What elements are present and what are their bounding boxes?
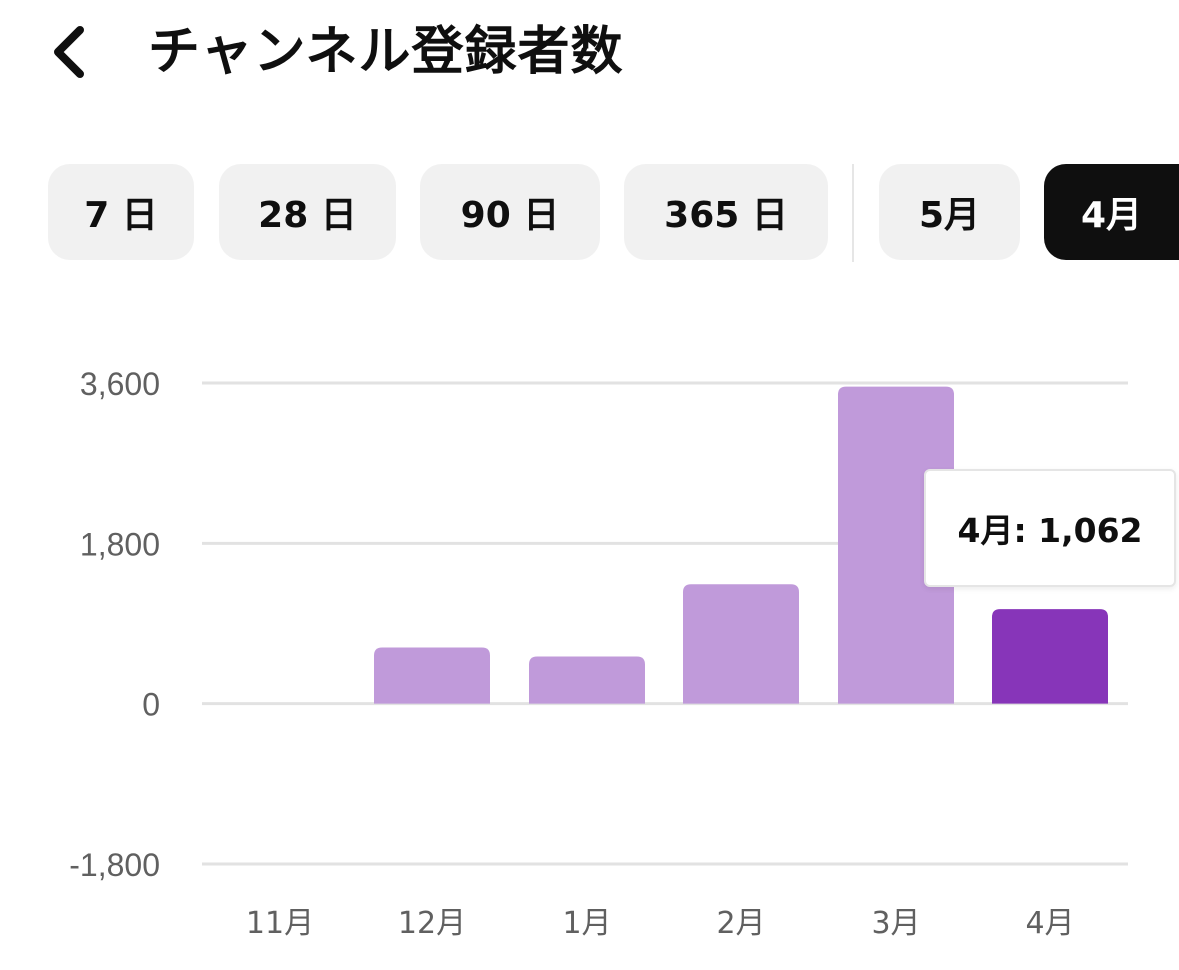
chevron-left-icon: [54, 26, 84, 78]
bar-6[interactable]: [992, 609, 1108, 704]
bar-2[interactable]: [374, 647, 490, 704]
chip-28-days[interactable]: 28 日: [219, 164, 396, 260]
bar-3[interactable]: [529, 656, 645, 704]
x-tick-label: 4月: [1025, 906, 1074, 941]
y-tick-label: 3,600: [80, 366, 160, 402]
y-tick-label: 0: [142, 687, 160, 723]
x-tick-label: 12月: [398, 906, 466, 941]
chip-365-days[interactable]: 365 日: [624, 164, 828, 260]
bar-tooltip: 4月: 1,062: [924, 469, 1176, 587]
chip-90-days[interactable]: 90 日: [420, 164, 600, 260]
header: チャンネル登録者数: [0, 0, 1179, 110]
y-tick-label: 1,800: [80, 526, 160, 562]
x-tick-label: 2月: [716, 906, 765, 941]
page-title: チャンネル登録者数: [148, 22, 624, 82]
chip-may[interactable]: 5月: [879, 164, 1020, 260]
x-tick-label: 1月: [562, 906, 611, 941]
x-tick-label: 11月: [246, 906, 314, 941]
subscriber-bar-chart: 3,600 1,800 0 -1,800 11月 12月 1月 2月 3月 4月: [69, 366, 1128, 941]
chip-divider: [852, 164, 854, 262]
y-tick-label: -1,800: [69, 847, 160, 883]
bar-4[interactable]: [683, 584, 799, 704]
back-button[interactable]: [40, 20, 104, 84]
chip-7-days[interactable]: 7 日: [48, 164, 194, 260]
x-tick-label: 3月: [871, 906, 920, 941]
chip-april[interactable]: 4月: [1044, 164, 1179, 260]
period-filter-chips: 7 日 28 日 90 日 365 日 5月 4月: [0, 164, 1179, 262]
bar-5[interactable]: [838, 386, 954, 704]
